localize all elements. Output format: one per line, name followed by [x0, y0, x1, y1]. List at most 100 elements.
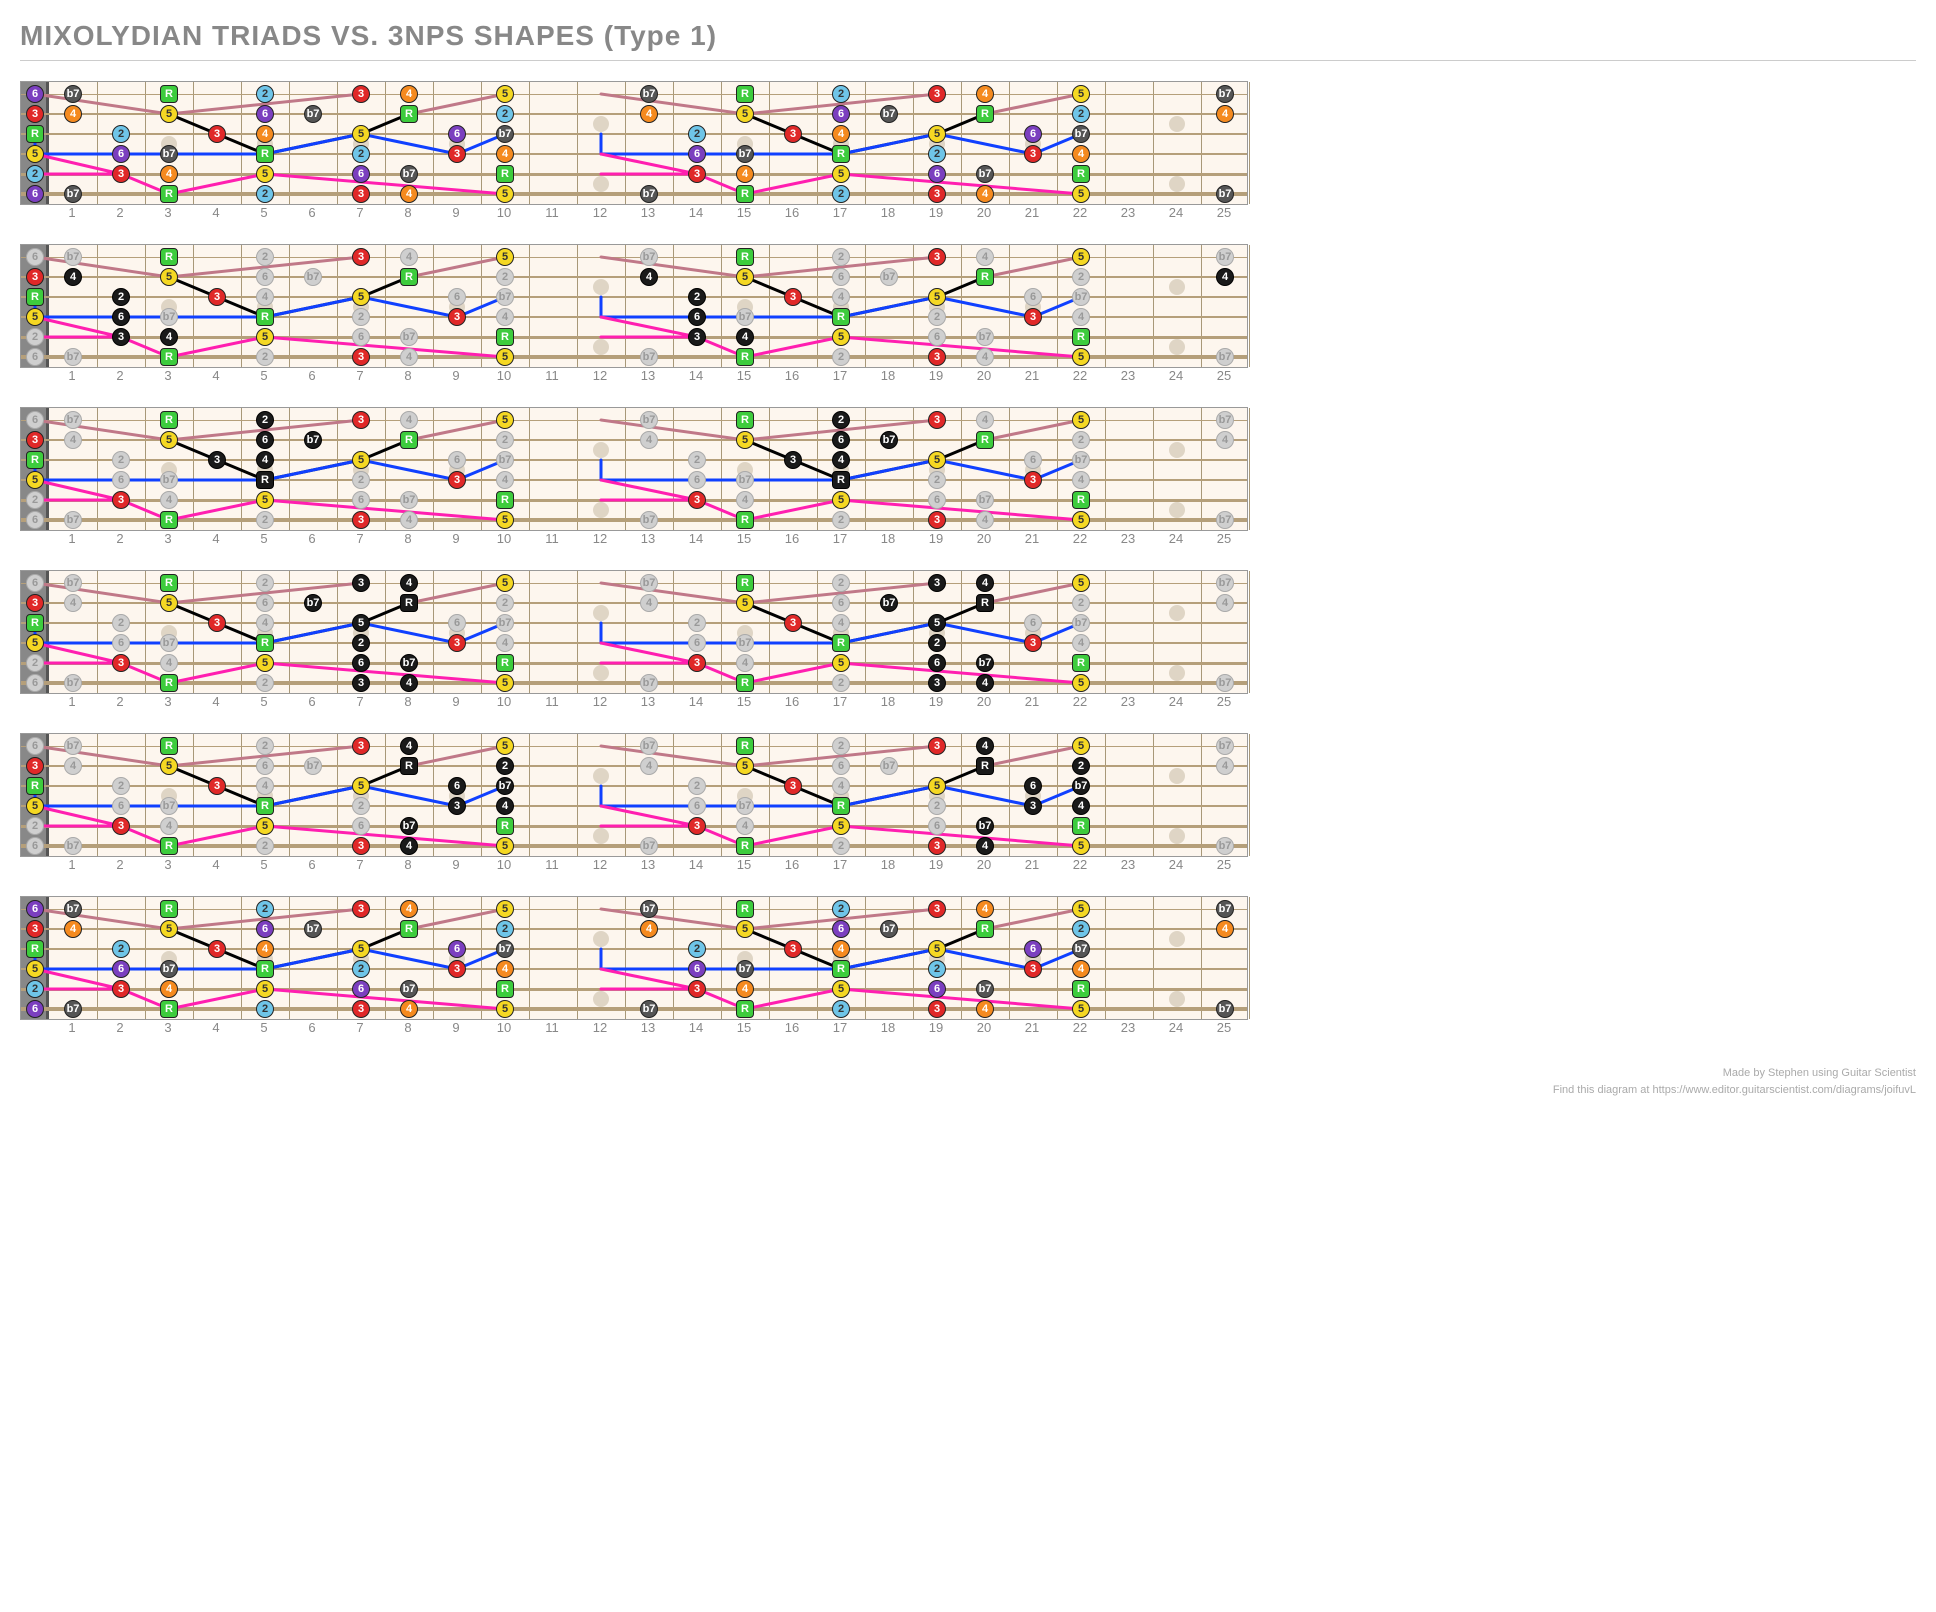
note-2: 2	[832, 185, 850, 203]
note-3: 3	[784, 288, 802, 306]
note-3: 3	[448, 797, 466, 815]
note-b7: b7	[64, 574, 82, 592]
note-4: 4	[496, 960, 514, 978]
note-5: 5	[1072, 900, 1090, 918]
note-b7: b7	[640, 737, 658, 755]
note-2: 2	[26, 654, 44, 672]
note-R: R	[256, 471, 274, 489]
note-5: 5	[256, 165, 274, 183]
note-b7: b7	[640, 411, 658, 429]
note-3: 3	[208, 614, 226, 632]
note-R: R	[1072, 654, 1090, 672]
note-5: 5	[736, 920, 754, 938]
note-5: 5	[160, 431, 178, 449]
note-R: R	[496, 980, 514, 998]
note-3: 3	[26, 757, 44, 775]
note-5: 5	[1072, 248, 1090, 266]
note-b7: b7	[976, 980, 994, 998]
note-R: R	[976, 268, 994, 286]
note-4: 4	[736, 817, 754, 835]
note-4: 4	[64, 105, 82, 123]
note-6: 6	[928, 980, 946, 998]
note-2: 2	[112, 288, 130, 306]
fretboard-diagram: 6b7R23453456b7R2R23456b756b7R23423456b7R…	[20, 407, 1916, 546]
note-4: 4	[640, 431, 658, 449]
note-4: 4	[976, 674, 994, 692]
note-4: 4	[640, 757, 658, 775]
note-2: 2	[112, 125, 130, 143]
note-3: 3	[112, 491, 130, 509]
note-4: 4	[496, 634, 514, 652]
note-3: 3	[1024, 308, 1042, 326]
note-b7: b7	[1216, 1000, 1234, 1018]
note-2: 2	[832, 511, 850, 529]
note-4: 4	[400, 574, 418, 592]
note-4: 4	[976, 248, 994, 266]
note-2: 2	[1072, 268, 1090, 286]
note-4: 4	[832, 940, 850, 958]
note-6: 6	[688, 145, 706, 163]
note-b7: b7	[1072, 451, 1090, 469]
note-6: 6	[26, 837, 44, 855]
fret-numbers: 1234567891011121314151617181920212223242…	[20, 531, 1248, 546]
note-2: 2	[1072, 431, 1090, 449]
note-b7: b7	[64, 674, 82, 692]
fretboard-diagram: 6b7R23453456b7R2R23456b756b7R23423456b7R…	[20, 244, 1916, 383]
note-R: R	[26, 777, 44, 795]
note-R: R	[1072, 817, 1090, 835]
note-3: 3	[928, 574, 946, 592]
note-5: 5	[160, 920, 178, 938]
note-6: 6	[112, 308, 130, 326]
note-b7: b7	[1216, 511, 1234, 529]
note-R: R	[736, 348, 754, 366]
note-6: 6	[448, 777, 466, 795]
note-3: 3	[784, 451, 802, 469]
note-4: 4	[400, 348, 418, 366]
note-5: 5	[1072, 85, 1090, 103]
note-3: 3	[352, 348, 370, 366]
note-3: 3	[1024, 960, 1042, 978]
note-R: R	[160, 1000, 178, 1018]
note-b7: b7	[64, 248, 82, 266]
note-b7: b7	[160, 308, 178, 326]
note-b7: b7	[1072, 614, 1090, 632]
note-6: 6	[256, 105, 274, 123]
note-2: 2	[256, 85, 274, 103]
note-R: R	[496, 491, 514, 509]
note-R: R	[26, 288, 44, 306]
fretboard-diagram: 6b7R23453456b7R2R23456b756b7R23423456b7R…	[20, 570, 1916, 709]
note-5: 5	[160, 268, 178, 286]
note-6: 6	[352, 491, 370, 509]
note-R: R	[160, 185, 178, 203]
note-3: 3	[112, 165, 130, 183]
note-6: 6	[26, 900, 44, 918]
note-b7: b7	[640, 900, 658, 918]
note-6: 6	[832, 431, 850, 449]
note-4: 4	[736, 491, 754, 509]
note-3: 3	[1024, 145, 1042, 163]
note-R: R	[160, 248, 178, 266]
note-6: 6	[688, 471, 706, 489]
note-2: 2	[26, 165, 44, 183]
note-R: R	[496, 165, 514, 183]
note-R: R	[736, 737, 754, 755]
note-5: 5	[928, 614, 946, 632]
note-3: 3	[1024, 471, 1042, 489]
note-3: 3	[928, 185, 946, 203]
note-2: 2	[832, 248, 850, 266]
note-R: R	[832, 308, 850, 326]
note-2: 2	[832, 674, 850, 692]
note-3: 3	[352, 85, 370, 103]
note-4: 4	[496, 471, 514, 489]
note-5: 5	[496, 674, 514, 692]
note-3: 3	[448, 960, 466, 978]
note-b7: b7	[64, 185, 82, 203]
connection-lines	[21, 897, 1249, 1021]
note-6: 6	[112, 145, 130, 163]
note-R: R	[832, 634, 850, 652]
note-2: 2	[1072, 757, 1090, 775]
note-6: 6	[1024, 777, 1042, 795]
note-3: 3	[352, 837, 370, 855]
note-2: 2	[256, 348, 274, 366]
note-5: 5	[832, 491, 850, 509]
